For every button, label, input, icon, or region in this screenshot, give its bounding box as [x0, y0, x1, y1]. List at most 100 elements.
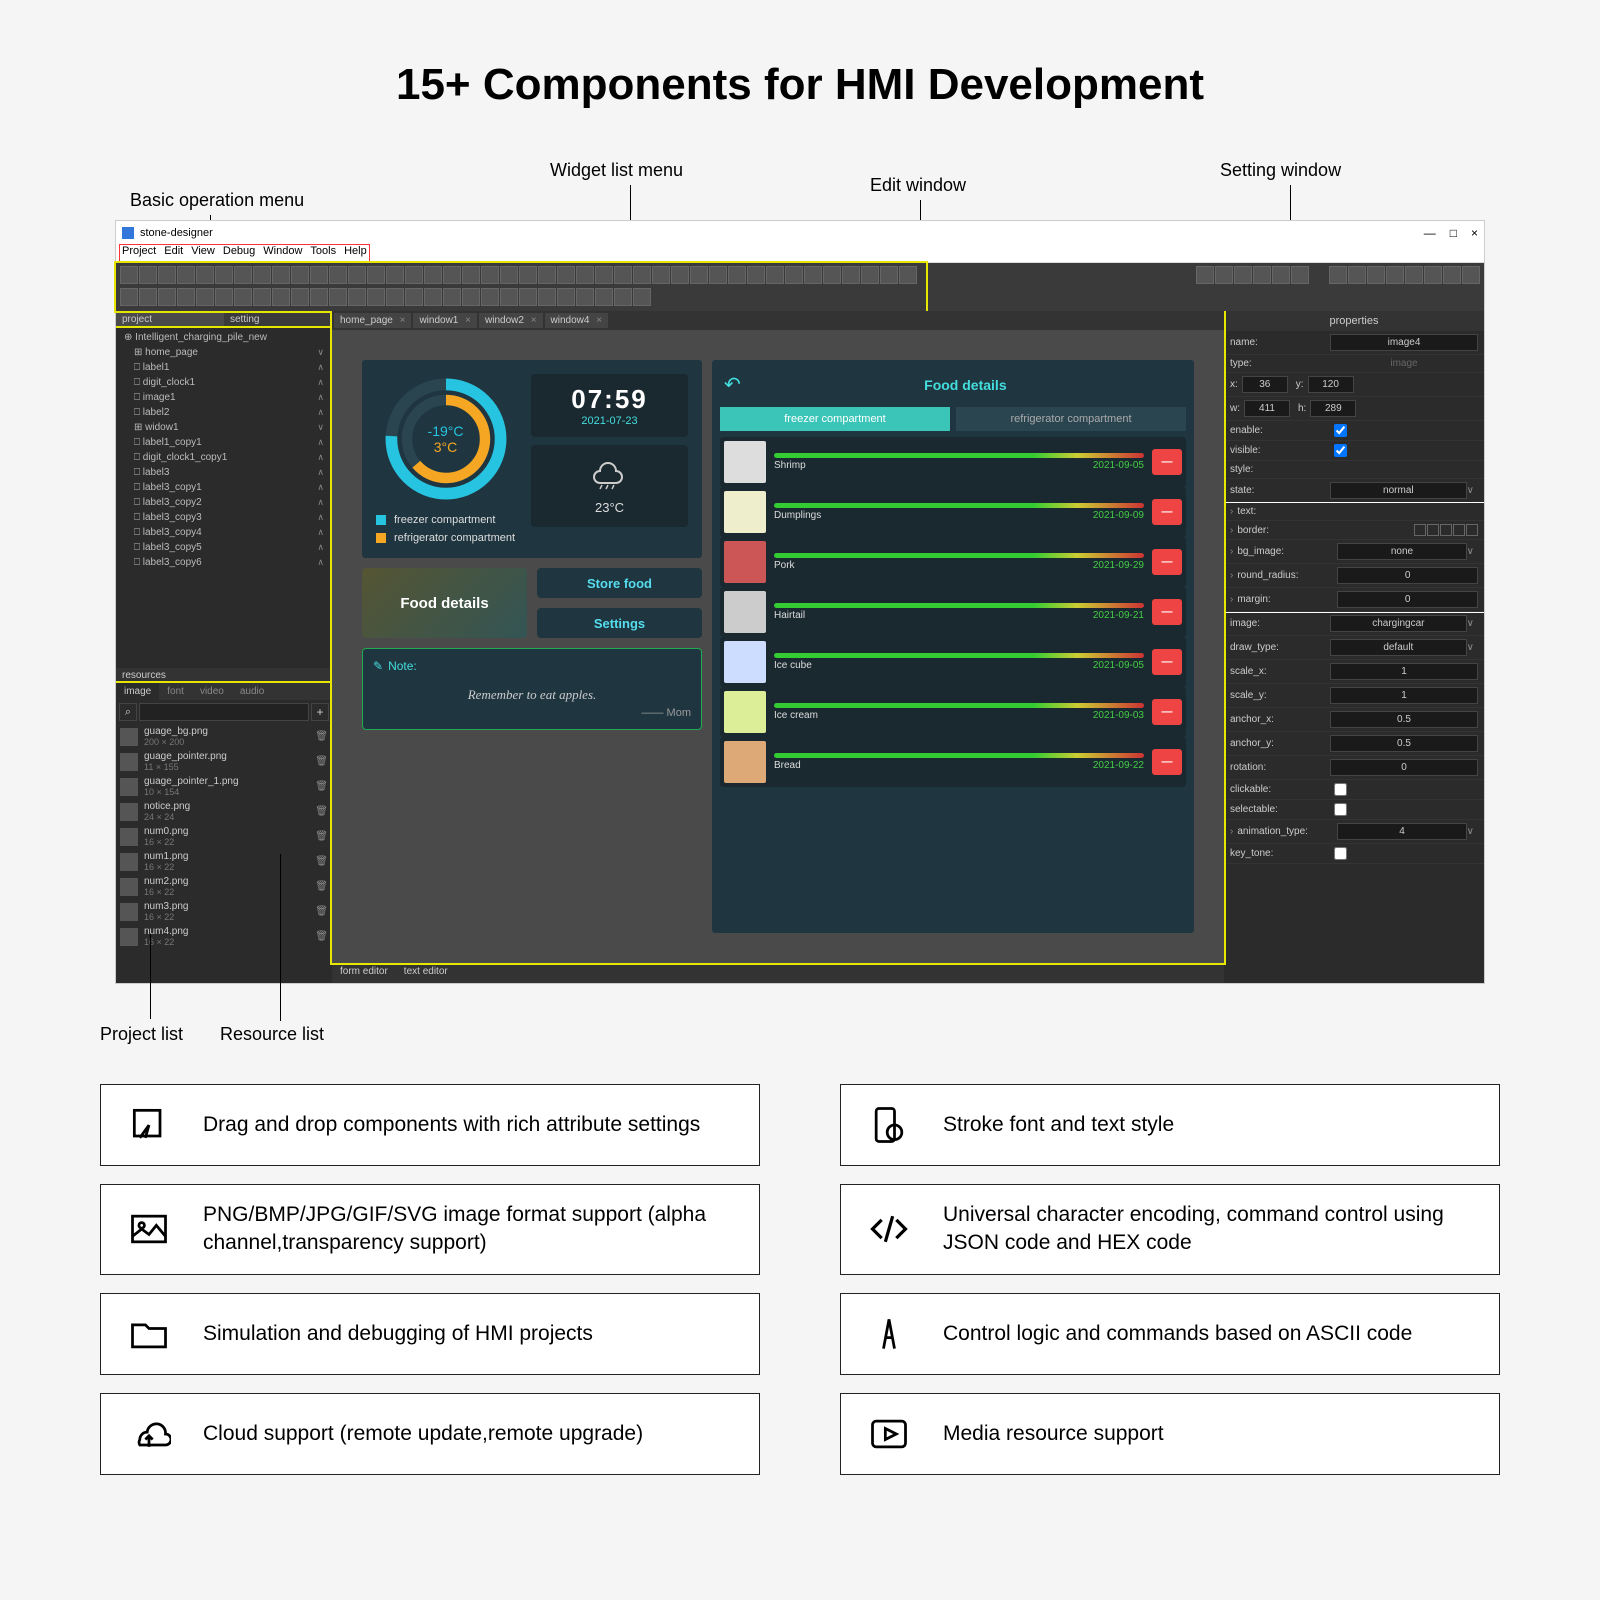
freezer-tab[interactable]: freezer compartment — [720, 407, 950, 431]
tree-item[interactable]: ⎕ label3_copy4∧ — [118, 525, 330, 540]
toolbar-button[interactable] — [348, 288, 366, 306]
settings-button[interactable]: Settings — [537, 608, 702, 638]
menu-tools[interactable]: Tools — [310, 245, 336, 262]
toolbar-button[interactable] — [139, 266, 157, 284]
prop-y-input[interactable] — [1308, 376, 1354, 393]
toolbar-button[interactable] — [405, 288, 423, 306]
text-editor-tab[interactable]: text editor — [396, 963, 456, 983]
toolbar-button[interactable] — [519, 266, 537, 284]
add-resource-button[interactable]: + — [311, 703, 329, 721]
toolbar-button[interactable] — [215, 288, 233, 306]
toolbar-button[interactable] — [576, 266, 594, 284]
prop-selectable-checkbox[interactable] — [1334, 803, 1347, 816]
prop-h-input[interactable] — [1310, 400, 1356, 417]
toolbar-button[interactable] — [500, 288, 518, 306]
toolbar-button[interactable] — [1405, 266, 1423, 284]
tree-item[interactable]: ⎕ label3_copy3∧ — [118, 510, 330, 525]
delete-resource-icon[interactable]: 🗑 — [315, 856, 328, 867]
project-tab[interactable]: project — [116, 311, 224, 328]
toolbar-button[interactable] — [633, 266, 651, 284]
toolbar-button[interactable] — [747, 266, 765, 284]
food-details-button[interactable]: Food details — [362, 568, 527, 638]
resource-item[interactable]: guage_pointer_1.png10 × 154🗑 — [116, 774, 332, 799]
delete-resource-icon[interactable]: 🗑 — [315, 731, 328, 742]
close-button[interactable]: × — [1471, 226, 1478, 240]
prop-image-select[interactable] — [1330, 615, 1467, 632]
resource-item[interactable]: num0.png16 × 22🗑 — [116, 824, 332, 849]
search-icon[interactable]: ⌕ — [119, 703, 137, 721]
toolbar-button[interactable] — [481, 266, 499, 284]
form-editor-tab[interactable]: form editor — [332, 963, 396, 983]
prop-radius-input[interactable] — [1337, 567, 1478, 584]
toolbar-button[interactable] — [671, 266, 689, 284]
menu-project[interactable]: Project — [122, 245, 156, 262]
toolbar-button[interactable] — [158, 288, 176, 306]
tree-item[interactable]: ⊞ widow1∨ — [118, 420, 330, 435]
menu-view[interactable]: View — [191, 245, 215, 262]
tree-item[interactable]: ⎕ label3_copy6∧ — [118, 555, 330, 570]
toolbar-button[interactable] — [1234, 266, 1252, 284]
prop-margin-input[interactable] — [1337, 591, 1478, 608]
delete-resource-icon[interactable]: 🗑 — [315, 756, 328, 767]
document-tab[interactable]: window4 × — [545, 313, 609, 328]
resource-item[interactable]: num3.png16 × 22🗑 — [116, 899, 332, 924]
store-food-button[interactable]: Store food — [537, 568, 702, 598]
toolbar-button[interactable] — [196, 288, 214, 306]
delete-resource-icon[interactable]: 🗑 — [315, 906, 328, 917]
toolbar-button[interactable] — [443, 288, 461, 306]
toolbar-button[interactable] — [386, 266, 404, 284]
menu-window[interactable]: Window — [263, 245, 302, 262]
toolbar-button[interactable] — [177, 288, 195, 306]
prop-animation-select[interactable] — [1337, 823, 1466, 840]
border-swatch[interactable] — [1453, 524, 1465, 536]
toolbar-button[interactable] — [158, 266, 176, 284]
toolbar-button[interactable] — [538, 288, 556, 306]
toolbar-button[interactable] — [614, 288, 632, 306]
border-swatch[interactable] — [1440, 524, 1452, 536]
prop-anchorx-input[interactable] — [1330, 711, 1478, 728]
toolbar-button[interactable] — [595, 288, 613, 306]
resource-item[interactable]: num1.png16 × 22🗑 — [116, 849, 332, 874]
prop-scaley-input[interactable] — [1330, 687, 1478, 704]
prop-clickable-checkbox[interactable] — [1334, 783, 1347, 796]
prop-bg-image-select[interactable] — [1337, 543, 1466, 560]
document-tab[interactable]: window2 × — [479, 313, 543, 328]
toolbar-button[interactable] — [1386, 266, 1404, 284]
menu-help[interactable]: Help — [344, 245, 367, 262]
tree-item[interactable]: ⎕ label3_copy1∧ — [118, 480, 330, 495]
delete-resource-icon[interactable]: 🗑 — [315, 781, 328, 792]
toolbar-button[interactable] — [462, 288, 480, 306]
document-tab[interactable]: window1 × — [413, 313, 477, 328]
toolbar-button[interactable] — [367, 266, 385, 284]
toolbar-button[interactable] — [405, 266, 423, 284]
toolbar-button[interactable] — [766, 266, 784, 284]
toolbar-button[interactable] — [462, 266, 480, 284]
prop-drawtype-select[interactable] — [1330, 639, 1467, 656]
toolbar-button[interactable] — [1367, 266, 1385, 284]
toolbar-button[interactable] — [234, 288, 252, 306]
menu-edit[interactable]: Edit — [164, 245, 183, 262]
toolbar-button[interactable] — [329, 288, 347, 306]
prop-visible-checkbox[interactable] — [1334, 444, 1347, 457]
toolbar-button[interactable] — [709, 266, 727, 284]
delete-food-button[interactable]: — — [1152, 549, 1182, 575]
toolbar-button[interactable] — [1196, 266, 1214, 284]
close-tab-icon[interactable]: × — [531, 315, 537, 326]
toolbar-button[interactable] — [120, 288, 138, 306]
prop-state-select[interactable] — [1330, 482, 1467, 499]
toolbar-button[interactable] — [576, 288, 594, 306]
toolbar-button[interactable] — [196, 266, 214, 284]
toolbar-button[interactable] — [272, 266, 290, 284]
resource-item[interactable]: guage_bg.png200 × 200🗑 — [116, 724, 332, 749]
toolbar-button[interactable] — [291, 266, 309, 284]
prop-keytone-checkbox[interactable] — [1334, 847, 1347, 860]
toolbar-button[interactable] — [234, 266, 252, 284]
close-tab-icon[interactable]: × — [465, 315, 471, 326]
delete-resource-icon[interactable]: 🗑 — [315, 806, 328, 817]
tree-item[interactable]: ⊞ home_page∨ — [118, 345, 330, 360]
toolbar-button[interactable] — [899, 266, 917, 284]
toolbar-button[interactable] — [614, 266, 632, 284]
resource-tab-video[interactable]: video — [192, 683, 232, 700]
resource-item[interactable]: num4.png16 × 22🗑 — [116, 924, 332, 949]
delete-food-button[interactable]: — — [1152, 449, 1182, 475]
